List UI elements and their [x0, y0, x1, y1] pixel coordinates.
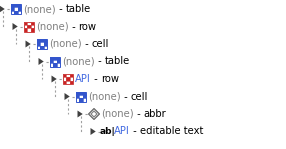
Text: cell: cell: [130, 91, 148, 101]
Bar: [24, 28, 27, 31]
Text: row: row: [78, 21, 96, 31]
Polygon shape: [0, 6, 5, 13]
Polygon shape: [88, 108, 100, 119]
Bar: [11, 4, 14, 7]
Text: table: table: [65, 4, 91, 14]
Bar: [27, 25, 31, 28]
Text: -: -: [69, 21, 78, 31]
Bar: [27, 21, 31, 25]
Bar: [76, 95, 79, 98]
Polygon shape: [51, 76, 57, 83]
Text: -: -: [55, 4, 65, 14]
Bar: [83, 95, 86, 98]
Bar: [50, 56, 60, 66]
Bar: [14, 11, 18, 14]
Text: table: table: [104, 56, 130, 66]
Bar: [37, 46, 40, 49]
Text: -: -: [130, 127, 140, 136]
Polygon shape: [78, 111, 83, 118]
Bar: [79, 95, 83, 98]
Bar: [18, 4, 21, 7]
Bar: [70, 81, 73, 84]
Text: abbr: abbr: [144, 109, 166, 119]
Bar: [66, 74, 70, 77]
Bar: [63, 77, 66, 81]
Text: (none): (none): [36, 21, 69, 31]
Bar: [18, 11, 21, 14]
Bar: [70, 74, 73, 77]
Bar: [37, 42, 40, 46]
Bar: [24, 21, 27, 25]
Bar: [79, 98, 83, 101]
Text: -: -: [134, 109, 144, 119]
Bar: [53, 60, 57, 63]
Text: cell: cell: [92, 39, 109, 49]
Text: -: -: [91, 74, 101, 84]
Bar: [76, 91, 79, 95]
Text: (none): (none): [49, 39, 82, 49]
Bar: [50, 60, 53, 63]
Polygon shape: [90, 128, 96, 135]
Bar: [63, 81, 66, 84]
Text: API: API: [75, 74, 91, 84]
Text: ab|: ab|: [99, 127, 115, 136]
Bar: [27, 28, 31, 31]
Text: -: -: [95, 56, 104, 66]
Polygon shape: [25, 41, 31, 48]
Bar: [14, 7, 18, 11]
Bar: [11, 7, 14, 11]
Text: (none): (none): [62, 56, 95, 66]
Bar: [37, 39, 40, 42]
Bar: [50, 56, 53, 60]
Bar: [63, 74, 66, 77]
Polygon shape: [65, 93, 70, 100]
Bar: [66, 81, 70, 84]
Bar: [57, 63, 60, 66]
Bar: [40, 39, 44, 42]
Bar: [66, 77, 70, 81]
Bar: [40, 46, 44, 49]
Bar: [76, 98, 79, 101]
Bar: [40, 42, 44, 46]
Bar: [11, 4, 21, 14]
Text: (none): (none): [88, 91, 121, 101]
Bar: [37, 39, 47, 49]
Polygon shape: [39, 58, 44, 65]
Text: (none): (none): [23, 4, 55, 14]
Bar: [44, 39, 47, 42]
Bar: [57, 60, 60, 63]
Text: -: -: [121, 91, 130, 101]
Bar: [83, 91, 86, 95]
Bar: [24, 25, 27, 28]
Bar: [24, 21, 34, 31]
Bar: [70, 77, 73, 81]
Bar: [14, 4, 18, 7]
Polygon shape: [13, 23, 18, 30]
Bar: [53, 56, 57, 60]
Bar: [50, 63, 53, 66]
Bar: [79, 91, 83, 95]
Bar: [31, 28, 34, 31]
Polygon shape: [91, 111, 97, 117]
Text: editable text: editable text: [140, 127, 203, 136]
Bar: [83, 98, 86, 101]
Text: row: row: [101, 74, 119, 84]
Bar: [44, 42, 47, 46]
Bar: [31, 21, 34, 25]
Text: -: -: [82, 39, 92, 49]
Bar: [76, 91, 86, 101]
Bar: [11, 11, 14, 14]
Bar: [63, 74, 73, 84]
Bar: [31, 25, 34, 28]
Bar: [44, 46, 47, 49]
Bar: [57, 56, 60, 60]
Text: API: API: [114, 127, 130, 136]
Text: (none): (none): [101, 109, 134, 119]
Bar: [18, 7, 21, 11]
Bar: [53, 63, 57, 66]
